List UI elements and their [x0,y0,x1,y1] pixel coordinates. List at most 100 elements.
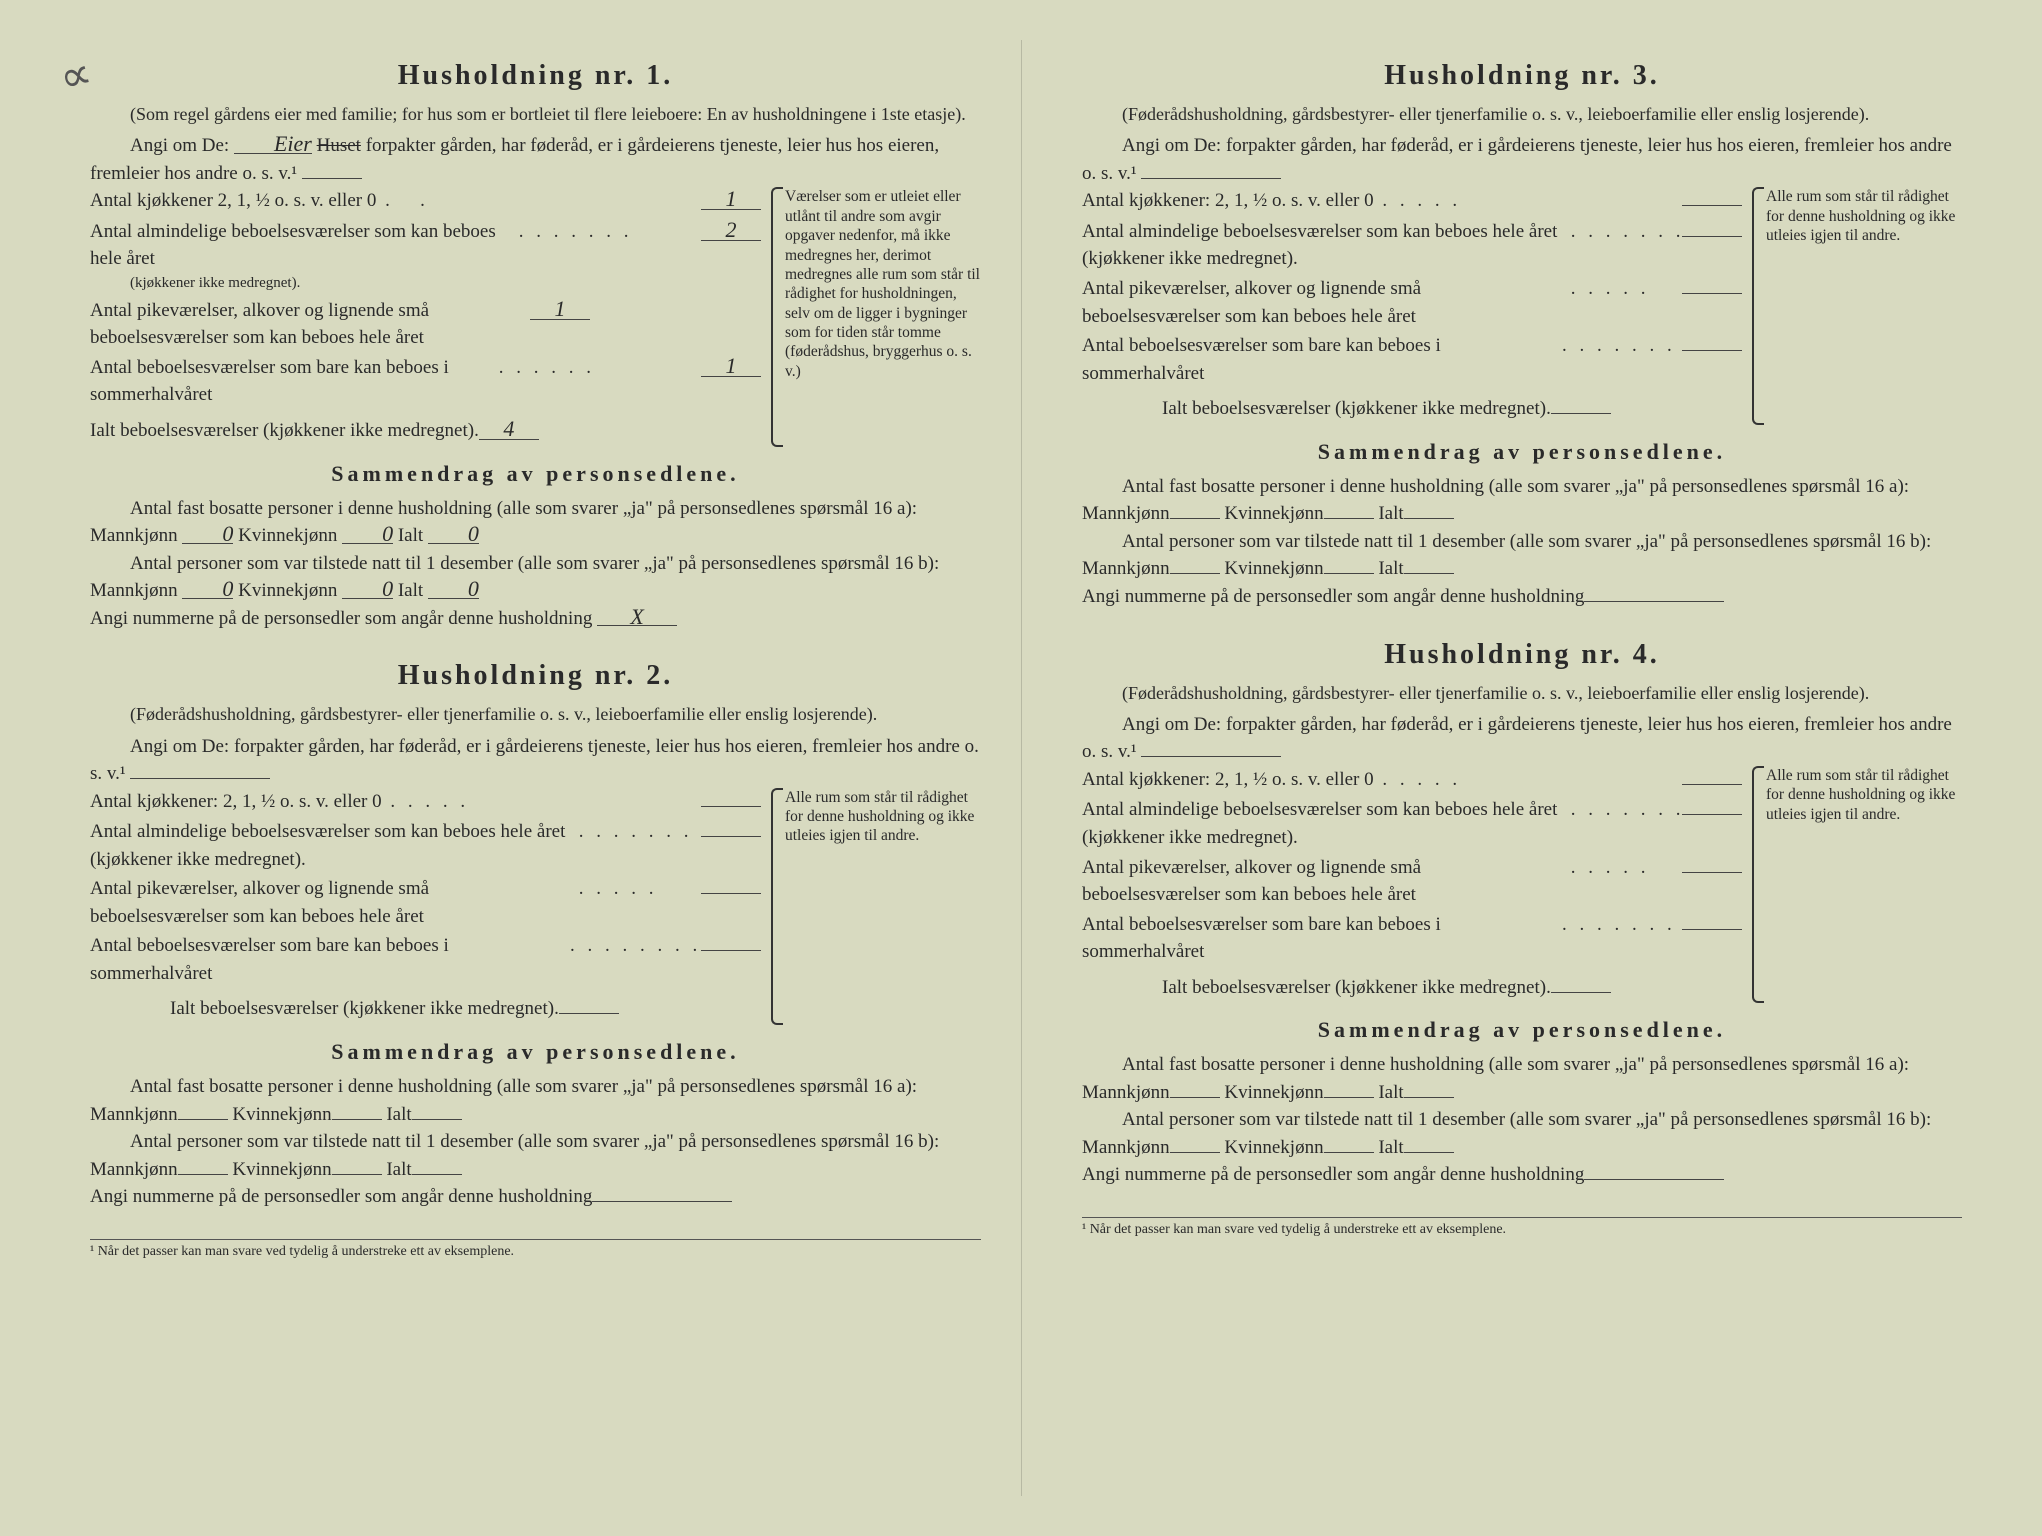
h2-p16b: Antal personer som var tilstede natt til… [90,1128,981,1183]
h1-room-block: Antal kjøkkener 2, 1, ½ o. s. v. eller 0… [90,187,981,446]
h2-16b-i [412,1174,462,1175]
h1-sommer-row: Antal beboelsesværelser som bare kan beb… [90,354,761,409]
h2-sidenote: Alle rum som står til rådighet for denne… [771,788,981,1025]
h1-16a-m: 0 [182,525,233,544]
h1-pike-value: 1 [530,299,590,320]
h3-16a-m [1170,518,1220,519]
h3-room-block: Antal kjøkkener: 2, 1, ½ o. s. v. eller … [1082,187,1962,424]
h3-16b-m [1170,573,1220,574]
h1-16b-i: 0 [428,580,479,599]
brace-icon [771,187,783,446]
husholdning-4: Husholdning nr. 4. (Føderådshusholdning,… [1082,639,1962,1190]
h2-kjokkener-value [701,806,761,807]
brace-icon [1752,187,1764,424]
h3-p16b: Antal personer som var tilstede natt til… [1082,528,1962,583]
h1-sidenote: Værelser som er utleiet eller utlånt til… [771,187,981,446]
h1-pike-row: Antal pikeværelser, alkover og lignende … [90,297,761,352]
h4-16b-m [1170,1152,1220,1153]
handwritten-mark-icon: ∝ [54,47,98,104]
h1-sommer-value: 1 [701,356,761,377]
h1-angi-struck: Huset [317,135,361,156]
h2-ialt-row: Ialt beboelsesværelser (kjøkkener ikke m… [90,995,761,1023]
h2-kjokkener-row: Antal kjøkkener: 2, 1, ½ o. s. v. eller … [90,788,761,817]
h4-angi-blank [1141,756,1281,757]
h1-angi: Angi om De: Eier Huset forpakter gården,… [90,132,981,187]
h3-angi-blank [1141,178,1281,179]
h2-16a-m [178,1119,228,1120]
left-page: ∝ Husholdning nr. 1. (Som regel gårdens … [30,40,1021,1496]
h4-16a-k [1324,1097,1374,1098]
h4-title: Husholdning nr. 4. [1082,639,1962,671]
h3-angi: Angi om De: forpakter gården, har føderå… [1082,132,1962,187]
h2-ialt-value [559,1013,619,1014]
h1-intro: (Som regel gårdens eier med familie; for… [90,102,981,126]
h2-angi-num: Angi nummerne på de personsedler som ang… [90,1183,981,1211]
h4-16a-i [1404,1097,1454,1098]
left-footnote: ¹ Når det passer kan man svare ved tydel… [90,1239,981,1260]
h4-16a-m [1170,1097,1220,1098]
h3-kjokkener-row: Antal kjøkkener: 2, 1, ½ o. s. v. eller … [1082,187,1742,216]
h2-sammendrag-title: Sammendrag av personsedlene. [90,1039,981,1065]
h4-angi-num-blank [1584,1179,1724,1180]
h3-16b-k [1324,573,1374,574]
h1-kjokkener-row: Antal kjøkkener 2, 1, ½ o. s. v. eller 0… [90,187,761,216]
h4-p16a: Antal fast bosatte personer i denne hush… [1082,1051,1962,1106]
h4-kjokkener-value [1682,784,1742,785]
h1-sammendrag-title: Sammendrag av personsedlene. [90,461,981,487]
h2-title: Husholdning nr. 2. [90,660,981,692]
h4-ialt-row: Ialt beboelsesværelser (kjøkkener ikke m… [1082,974,1742,1002]
h2-angi-blank [130,778,270,779]
h1-16b-k: 0 [342,580,393,599]
h1-title: Husholdning nr. 1. [90,60,981,92]
right-footnote: ¹ Når det passer kan man svare ved tydel… [1082,1217,1962,1238]
husholdning-1: Husholdning nr. 1. (Som regel gårdens ei… [90,60,981,632]
h2-alm-row: Antal almindelige beboelsesværelser som … [90,818,761,873]
h4-p16b: Antal personer som var tilstede natt til… [1082,1106,1962,1161]
h4-alm-row: Antal almindelige beboelsesværelser som … [1082,796,1742,851]
h4-room-block: Antal kjøkkener: 2, 1, ½ o. s. v. eller … [1082,766,1962,1003]
h1-ialt-row: Ialt beboelsesværelser (kjøkkener ikke m… [90,417,761,445]
h1-alm-value: 2 [701,220,761,241]
h4-sommer-row: Antal beboelsesværelser som bare kan beb… [1082,911,1742,966]
h4-pike-value [1682,872,1742,873]
h4-16b-k [1324,1152,1374,1153]
h4-pike-row: Antal pikeværelser, alkover og lignende … [1082,854,1742,909]
h1-angi-num: Angi nummerne på de personsedler som ang… [90,605,981,633]
h1-16a-k: 0 [342,525,393,544]
h4-sammendrag-title: Sammendrag av personsedlene. [1082,1017,1962,1043]
brace-icon [771,788,783,1025]
h1-p16a: Antal fast bosatte personer i denne hush… [90,495,981,550]
h4-angi: Angi om De: forpakter gården, har føderå… [1082,711,1962,766]
h4-intro: (Føderådshusholdning, gårdsbestyrer- ell… [1082,681,1962,705]
h2-pike-row: Antal pikeværelser, alkover og lignende … [90,875,761,930]
h4-sommer-value [1682,929,1742,930]
right-page: Husholdning nr. 3. (Føderådshusholdning,… [1021,40,2012,1496]
h2-16b-k [332,1174,382,1175]
h1-ialt-value: 4 [479,419,539,440]
h3-pike-value [1682,293,1742,294]
husholdning-2: Husholdning nr. 2. (Føderådshusholdning,… [90,660,981,1211]
h3-16a-i [1404,518,1454,519]
h1-angi-hand: Eier [234,135,312,154]
h4-kjokkener-row: Antal kjøkkener: 2, 1, ½ o. s. v. eller … [1082,766,1742,795]
h2-p16a: Antal fast bosatte personer i denne hush… [90,1073,981,1128]
h4-ialt-value [1551,992,1611,993]
h4-angi-num: Angi nummerne på de personsedler som ang… [1082,1161,1962,1189]
h3-pike-row: Antal pikeværelser, alkover og lignende … [1082,275,1742,330]
h1-pike-label: Antal pikeværelser, alkover og lignende … [90,297,530,352]
h1-angi-prefix: Angi om De: [130,135,229,156]
h1-16a-i: 0 [428,525,479,544]
h1-angi-num-value: X [597,608,677,627]
h2-16b-m [178,1174,228,1175]
h1-alm-label: Antal almindelige beboelsesværelser som … [90,218,510,295]
h2-angi-num-blank [592,1201,732,1202]
h3-16b-i [1404,573,1454,574]
h3-ialt-row: Ialt beboelsesværelser (kjøkkener ikke m… [1082,395,1742,423]
h3-16a-k [1324,518,1374,519]
h1-kjokkener-value: 1 [701,189,761,210]
h3-kjokkener-value [1682,205,1742,206]
h2-angi: Angi om De: forpakter gården, har føderå… [90,733,981,788]
h2-intro: (Føderådshusholdning, gårdsbestyrer- ell… [90,702,981,726]
h3-angi-num: Angi nummerne på de personsedler som ang… [1082,583,1962,611]
h4-16b-i [1404,1152,1454,1153]
